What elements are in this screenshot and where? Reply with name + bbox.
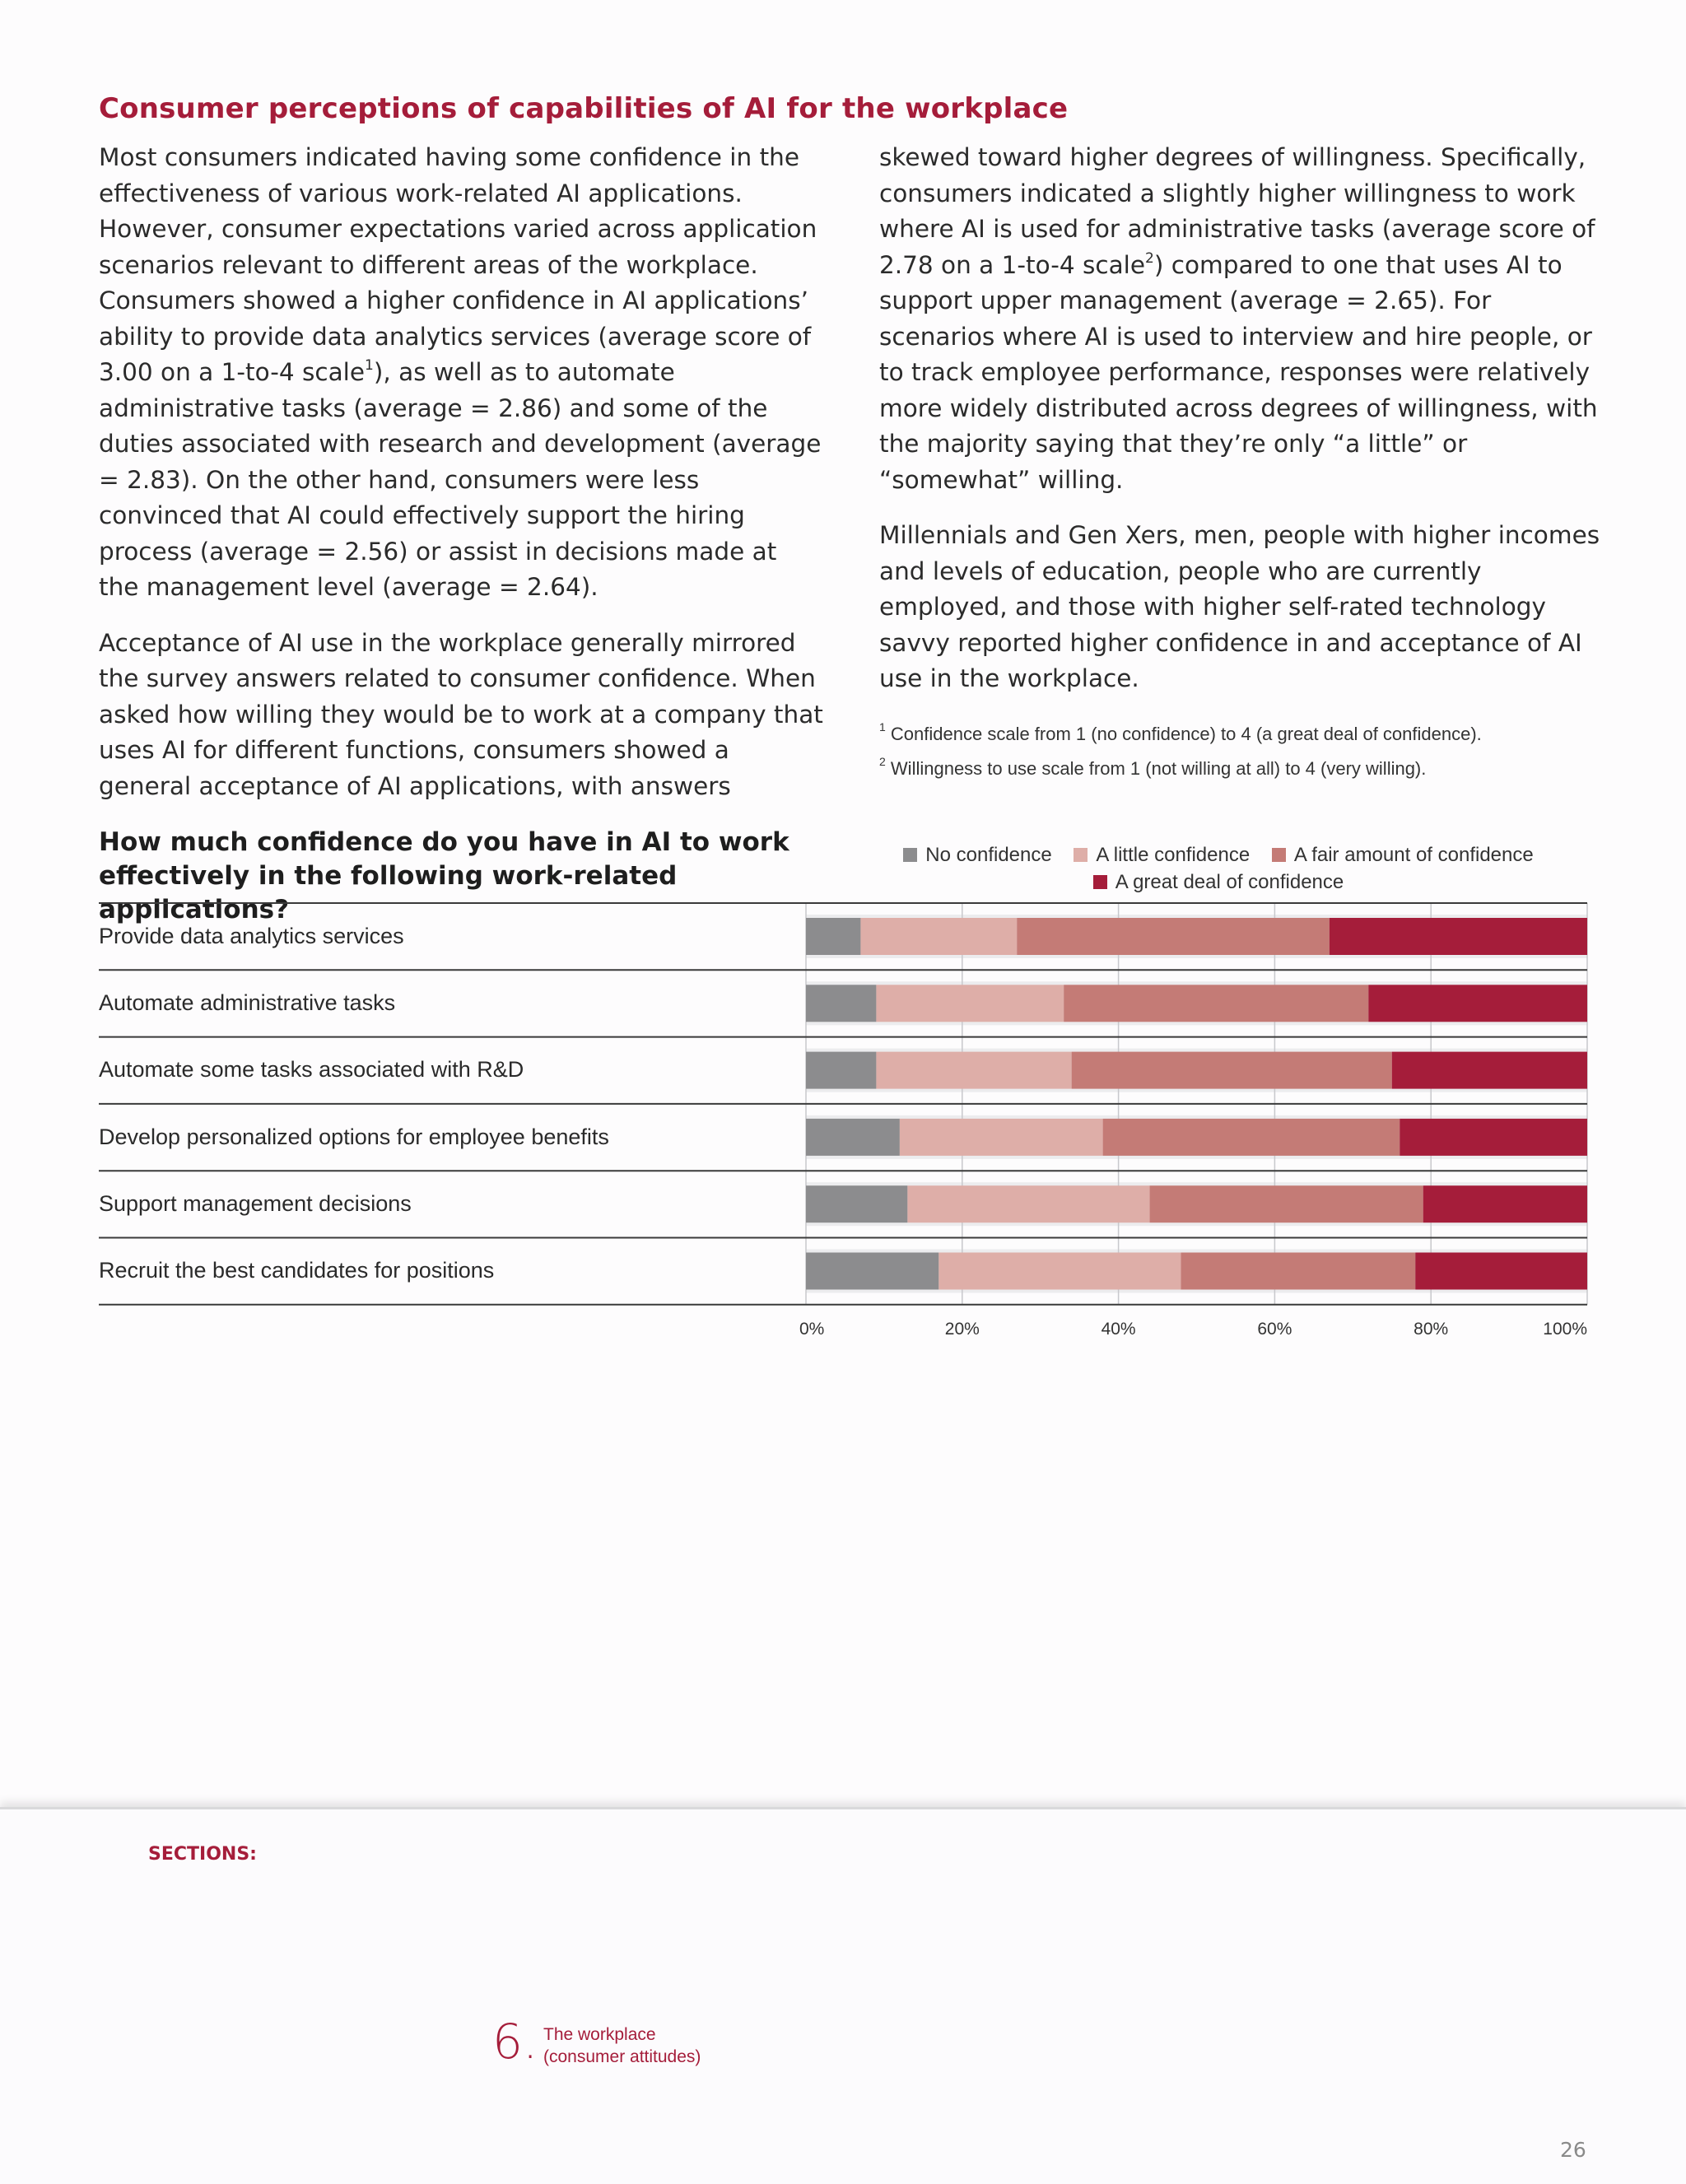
bar-segment [1102,1118,1400,1156]
bar-segment [1064,985,1369,1022]
paragraph: skewed toward higher degrees of willingn… [879,140,1604,498]
section-title-line: The workplace [543,2025,656,2044]
x-tick-label: 100% [1543,1320,1587,1339]
bar-segment [938,1252,1181,1290]
legend-item: No confidence [903,841,1052,868]
category-label: Automate administrative tasks [99,990,396,1015]
chart-legend: No confidence A little confidence A fair… [873,841,1564,896]
x-tick-label: 80% [1414,1320,1448,1339]
category-label: Support management decisions [99,1191,412,1216]
bar-segment [806,918,861,955]
legend-swatch [1271,848,1286,862]
legend-label: A little confidence [1096,844,1251,866]
legend-label: A fair amount of confidence [1293,844,1534,866]
legend-swatch [1074,848,1088,862]
bar-segment [876,985,1064,1022]
footnote-number: 1 [879,720,886,734]
paragraph: Most consumers indicated having some con… [99,140,823,606]
section-heading: Consumer perceptions of capabilities of … [99,92,1069,125]
page-number: 26 [1560,2138,1586,2162]
category-label: Provide data analytics services [99,924,404,948]
x-tick-label: 60% [1257,1320,1292,1339]
legend-swatch [1092,875,1107,889]
category-label: Develop personalized options for employe… [99,1125,609,1149]
bar-segment [1017,918,1330,955]
bar-segment [806,1252,939,1290]
legend-label: No confidence [925,844,1052,866]
bar-segment [1391,1051,1587,1089]
footer-navigation [0,1807,1686,2184]
footnote-text: Confidence scale from 1 (no confidence) … [890,723,1482,744]
footnotes: 1 Confidence scale from 1 (no confidence… [879,717,1604,786]
paragraph-text: Most consumers indicated having some con… [99,143,817,386]
paragraph: Millennials and Gen Xers, men, people wi… [879,521,1600,692]
body-column-right: skewed toward higher degrees of willingn… [879,140,1604,786]
bar-segment [1329,918,1587,955]
category-label: Recruit the best candidates for position… [99,1258,495,1283]
bar-segment [899,1118,1103,1156]
stacked-bar-chart: 0% 20% 40% 60% 80% 100% [99,902,1588,1339]
footnote-text: Willingness to use scale from 1 (not wil… [890,757,1427,779]
bar-segment [1400,1118,1587,1156]
x-tick-label: 20% [945,1320,980,1339]
legend-item: A great deal of confidence [1092,868,1344,896]
section-title-line: (consumer attitudes) [543,2047,701,2066]
legend-item: A fair amount of confidence [1271,841,1534,868]
bar-segment [1181,1252,1416,1290]
bar-segment [876,1051,1072,1089]
legend-label: A great deal of confidence [1115,871,1344,893]
x-tick-label: 0% [799,1320,824,1339]
bar-segment [806,985,877,1022]
category-label: Automate some tasks associated with R&D [99,1057,524,1082]
body-column-left: Most consumers indicated having some con… [99,140,823,824]
bar-segment [1071,1051,1392,1089]
bar-segment [1415,1252,1587,1290]
paragraph-text: ), as well as to automate administrative… [99,358,822,601]
paragraph-text: ) compared to one that uses AI to suppor… [879,250,1598,494]
bar-segment [806,1051,877,1089]
paragraph: Acceptance of AI use in the workplace ge… [99,628,823,800]
footnote-1: 1 Confidence scale from 1 (no confidence… [879,717,1604,752]
sections-label: SECTIONS: [148,1844,257,1865]
legend-item: A little confidence [1074,841,1250,868]
paragraph-text: skewed toward higher degrees of willingn… [879,143,1595,279]
section-number[interactable]: 6. [492,2014,538,2070]
legend-swatch [903,848,918,862]
footnote-2: 2 Willingness to use scale from 1 (not w… [879,752,1604,786]
bar-segment [860,918,1018,955]
bar-segment [1149,1185,1423,1223]
x-tick-label: 40% [1101,1320,1136,1339]
section-link-workplace[interactable]: The workplace (consumer attitudes) [543,2023,701,2068]
bar-segment [806,1185,908,1223]
bar-segment [806,1118,900,1156]
footnote-ref: 2 [1145,249,1154,267]
chart-title: How much confidence do you have in AI to… [99,827,789,924]
bar-segment [1368,985,1587,1022]
footnote-number: 2 [879,755,886,769]
bar-segment [1423,1185,1587,1223]
bar-segment [907,1185,1150,1223]
footnote-ref: 1 [365,357,374,375]
